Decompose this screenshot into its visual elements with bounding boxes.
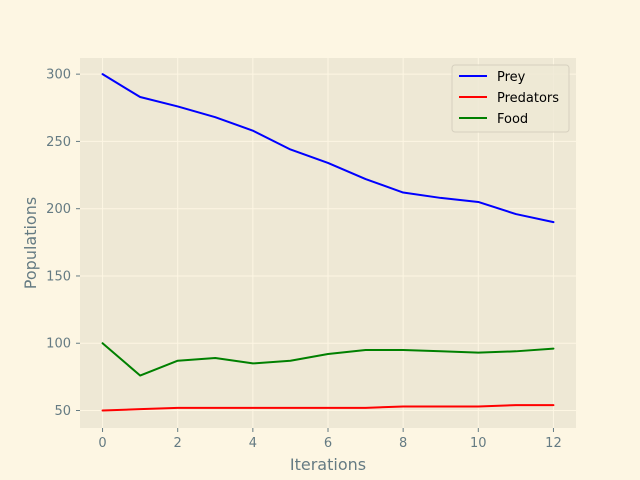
legend-label-prey: Prey — [497, 70, 526, 85]
x-tick-label: 2 — [174, 436, 182, 451]
series-line-prey — [101, 73, 555, 224]
legend: Prey Predators Food — [451, 64, 570, 133]
x-axis-label: Iterations — [290, 455, 366, 474]
legend-label-food: Food — [497, 112, 528, 127]
y-tick-label: 250 — [46, 135, 71, 150]
y-axis-label: Populations — [21, 197, 40, 289]
x-tick-label: 4 — [249, 436, 257, 451]
tick-layer: 0 2 4 6 8 10 12 50 100 150 200 250 300 — [46, 68, 562, 451]
x-tick-label: 12 — [545, 436, 562, 451]
grid-layer — [80, 58, 576, 428]
y-tick-label: 100 — [46, 337, 71, 352]
series-layer — [101, 73, 555, 412]
series-line-food — [101, 342, 555, 377]
legend-box — [451, 64, 570, 133]
series-line-predators — [101, 404, 555, 412]
x-tick-label: 8 — [399, 436, 407, 451]
legend-label-predators: Predators — [497, 91, 559, 106]
x-tick-label: 6 — [324, 436, 332, 451]
y-tick-label: 300 — [46, 68, 71, 83]
y-tick-label: 150 — [46, 269, 71, 284]
y-tick-label: 50 — [54, 404, 71, 419]
y-tick-label: 200 — [46, 202, 71, 217]
x-tick-label: 10 — [470, 436, 487, 451]
x-tick-label: 0 — [98, 436, 106, 451]
